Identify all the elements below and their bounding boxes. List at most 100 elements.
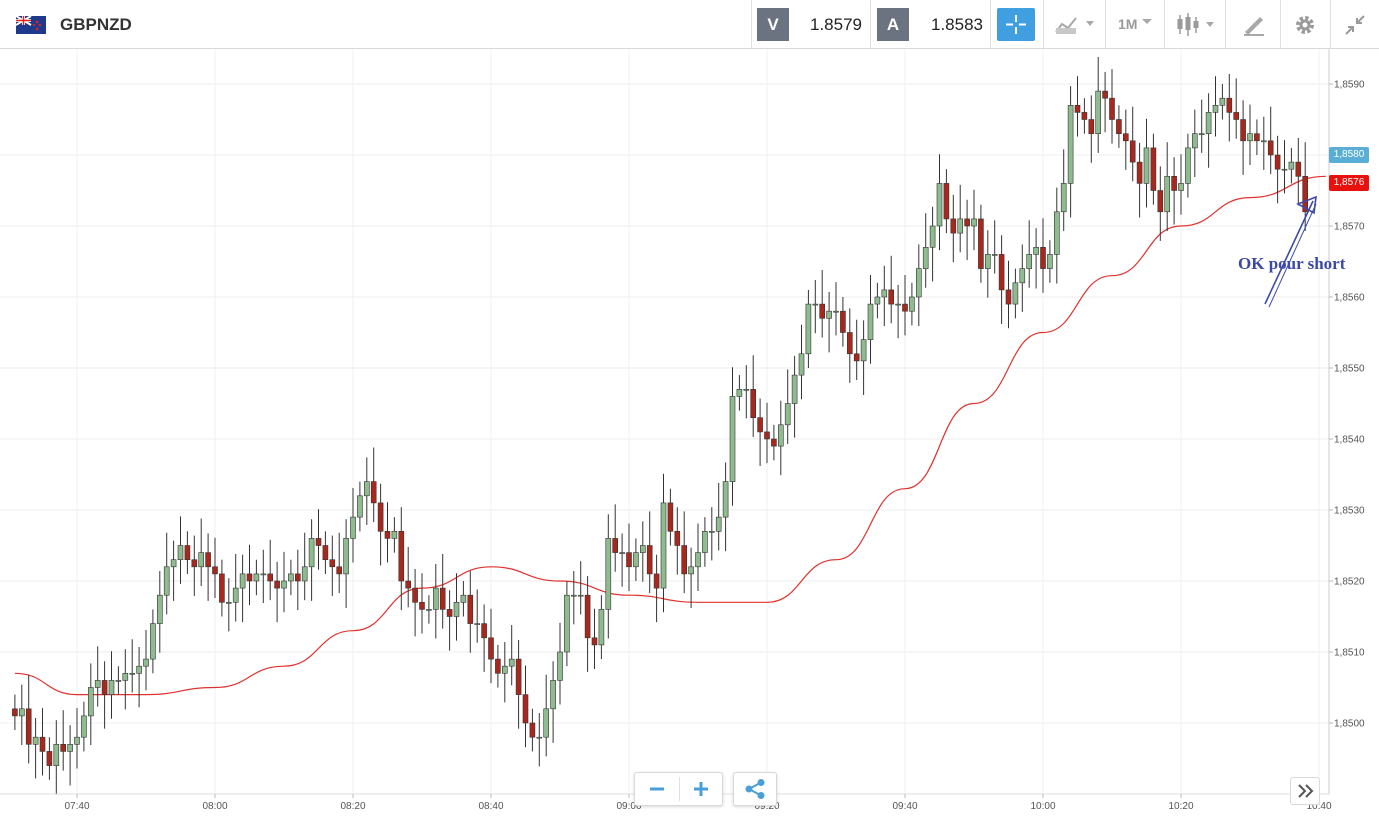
candle bbox=[646, 511, 653, 594]
candle-body-down bbox=[39, 736, 46, 752]
candle-body-up bbox=[543, 708, 550, 738]
candle-body-up bbox=[157, 594, 163, 624]
candle bbox=[570, 571, 577, 625]
candle bbox=[1205, 93, 1212, 168]
gear-icon bbox=[1296, 16, 1314, 34]
candle-body-down bbox=[315, 538, 322, 546]
candle-body-down bbox=[205, 552, 211, 568]
sell-price[interactable]: 1.8579 bbox=[810, 15, 862, 34]
collapse-button[interactable] bbox=[1336, 8, 1374, 41]
candle bbox=[1233, 78, 1239, 139]
candle bbox=[915, 244, 922, 327]
candle-body-down bbox=[246, 573, 253, 582]
candle bbox=[336, 532, 343, 594]
candle bbox=[612, 504, 619, 572]
candle-body-up bbox=[74, 736, 80, 745]
candle bbox=[1295, 137, 1302, 206]
drawing-tools-button[interactable] bbox=[1232, 8, 1276, 41]
candle-body-down bbox=[1123, 133, 1129, 142]
sell-tag[interactable]: V bbox=[757, 8, 789, 41]
time-tick-label: 09:40 bbox=[892, 801, 917, 812]
candle bbox=[384, 502, 391, 563]
time-tick-label: 10:40 bbox=[1306, 801, 1331, 812]
share-button[interactable] bbox=[733, 772, 777, 806]
candle-body-up bbox=[743, 388, 750, 391]
chart-area[interactable]: 1,8500 1,8510 1,8520 1,8530 1,8540 1,8550 1,85… bbox=[0, 49, 1379, 822]
candle bbox=[1157, 166, 1164, 241]
candle bbox=[653, 554, 660, 623]
candle bbox=[846, 308, 853, 383]
crosshair-button[interactable] bbox=[997, 8, 1035, 41]
candle bbox=[432, 563, 439, 639]
candle-body-down bbox=[653, 573, 660, 589]
candle bbox=[177, 516, 184, 584]
candle bbox=[702, 517, 708, 567]
candle-body-down bbox=[1226, 97, 1233, 113]
candle bbox=[329, 535, 336, 596]
settings-button[interactable] bbox=[1286, 8, 1324, 41]
buy-tag[interactable]: A bbox=[877, 8, 909, 41]
candle bbox=[1247, 104, 1253, 165]
candle bbox=[1005, 260, 1012, 329]
toolbar-divider bbox=[990, 0, 991, 48]
price-chart[interactable]: 1,8500 1,8510 1,8520 1,8530 1,8540 1,8550 1,85… bbox=[0, 49, 1379, 822]
candle bbox=[460, 581, 467, 617]
candle-body-up bbox=[1164, 176, 1170, 213]
candle-body-up bbox=[1281, 168, 1288, 171]
candle bbox=[32, 718, 39, 779]
candle bbox=[819, 270, 826, 338]
candle-body-up bbox=[1060, 183, 1067, 213]
candle bbox=[315, 509, 322, 570]
candle-body-down bbox=[840, 310, 846, 333]
price-tick-label: 1,8570 bbox=[1334, 222, 1365, 233]
double-chevron-right-icon bbox=[1298, 784, 1314, 798]
candle-body-down bbox=[419, 601, 425, 610]
buy-price[interactable]: 1.8583 bbox=[931, 15, 983, 34]
candle bbox=[957, 184, 964, 253]
candle-body-up bbox=[129, 672, 135, 675]
candle bbox=[688, 547, 694, 608]
timeframe-button[interactable]: 1M bbox=[1110, 8, 1162, 41]
candle bbox=[94, 646, 101, 707]
candle bbox=[232, 554, 239, 622]
candle bbox=[157, 571, 163, 653]
candle bbox=[1047, 240, 1053, 283]
candle-body-up bbox=[350, 516, 356, 539]
candle-style-button[interactable] bbox=[1170, 8, 1222, 41]
candle bbox=[909, 282, 915, 326]
candle bbox=[522, 665, 529, 748]
candle bbox=[495, 644, 501, 688]
candle-body-up bbox=[426, 609, 432, 611]
candle bbox=[67, 725, 73, 786]
candlestick-icon bbox=[1177, 13, 1214, 36]
candle bbox=[874, 282, 881, 319]
candle-body-up bbox=[1247, 133, 1253, 142]
candle bbox=[39, 708, 46, 776]
candle-body-up bbox=[639, 545, 646, 553]
candle bbox=[1226, 74, 1233, 142]
candle-body-up bbox=[881, 289, 888, 298]
candle-body-down bbox=[60, 743, 67, 752]
candle-body-up bbox=[991, 254, 998, 256]
candle bbox=[964, 199, 970, 261]
zoom-out-button[interactable] bbox=[635, 773, 679, 805]
candle bbox=[474, 589, 481, 643]
zoom-in-button[interactable] bbox=[680, 773, 724, 805]
chart-annotation: OK pour short bbox=[1238, 254, 1346, 273]
candle-body-up bbox=[115, 680, 122, 682]
candle bbox=[1019, 244, 1026, 312]
candle-body-up bbox=[501, 665, 508, 674]
candle-body-down bbox=[101, 680, 108, 695]
candle-body-up bbox=[633, 552, 639, 568]
scroll-to-latest-button[interactable] bbox=[1290, 777, 1320, 805]
candle bbox=[1192, 109, 1198, 178]
candle-body-up bbox=[136, 665, 142, 674]
candle bbox=[439, 554, 446, 629]
share-icon bbox=[745, 779, 765, 799]
timeframe-label: 1M bbox=[1118, 16, 1138, 32]
chart-type-button[interactable] bbox=[1050, 8, 1102, 41]
candle bbox=[288, 559, 294, 596]
candle-body-up bbox=[833, 310, 839, 313]
candle-body-down bbox=[1157, 190, 1164, 213]
candle bbox=[1143, 118, 1150, 208]
